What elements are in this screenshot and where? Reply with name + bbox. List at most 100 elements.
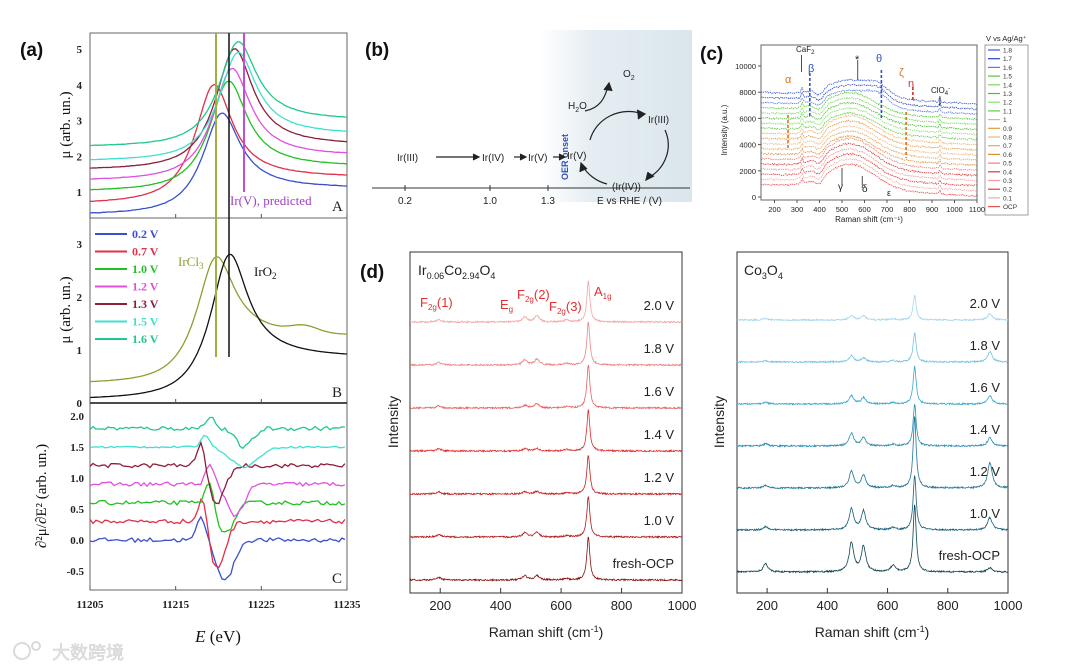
- raman-curve-0.3: [761, 147, 977, 182]
- potential-label: 2.0 V: [644, 298, 675, 313]
- subplot-a-frame: [89, 32, 348, 219]
- potential-label: 1.0 V: [970, 506, 1001, 521]
- xanes-curve-1.3V: [90, 48, 347, 169]
- y-tick-label-C: 1.0: [70, 473, 84, 485]
- y-tick-label-C: 1.5: [70, 442, 84, 454]
- subplot-d-left-frame: [409, 251, 683, 594]
- subplot-tag-C: C: [332, 571, 342, 587]
- y-tick-label-c: 6000: [739, 114, 756, 123]
- legend-entry: 1.2 V: [132, 280, 159, 294]
- legend-entry: 1.8: [1003, 48, 1012, 55]
- mode-eg: Eg: [500, 297, 513, 314]
- raman-spectrum-1.2V: [736, 416, 1009, 490]
- raman-curve-1.3: [761, 101, 977, 131]
- legend-title-c: V vs Ag/Ag⁺: [986, 34, 1027, 43]
- raman-curve-1.2: [761, 106, 977, 136]
- species-ir-v-2: Ir(V): [567, 151, 586, 162]
- y-tick-label-B: 1: [77, 345, 83, 357]
- x-tick-label-a: 11205: [77, 599, 104, 611]
- x-tick-label-d: 200: [429, 598, 451, 613]
- annotation-theta: θ: [876, 53, 882, 65]
- legend-entry: 1.7: [1003, 56, 1012, 63]
- raman-curve-1.8: [761, 78, 977, 106]
- ircl3-label: IrCl3: [178, 254, 204, 271]
- y-axis-label-c: Intensity (a.u.): [720, 104, 729, 155]
- x-tick-label-a: 11235: [334, 599, 361, 611]
- annotation-eta: η: [908, 78, 914, 90]
- legend-entry: 0.2 V: [132, 227, 159, 241]
- y-tick-label-c: 8000: [739, 88, 756, 97]
- sample-title-ir-co3o4: Ir0.06Co2.94O4: [418, 262, 495, 281]
- potential-label: 1.6 V: [970, 380, 1001, 395]
- raman-spectrum-2.0V: [736, 294, 1009, 322]
- y-tick-label-c: 10000: [735, 62, 756, 71]
- legend-entry: 0.1: [1003, 195, 1012, 202]
- raman-spectrum-1.2V: [409, 455, 683, 496]
- subplot-c-frame: [89, 402, 348, 591]
- panel-label-c: (c): [700, 44, 723, 65]
- mode-f2g-3: F2g(3): [549, 299, 582, 316]
- x-tick-label-c: 1100: [969, 205, 985, 214]
- raman-curve-1.7: [761, 83, 977, 111]
- annotation-alpha: α: [785, 74, 792, 86]
- raman-curve-OCP: [761, 163, 977, 198]
- legend-entry: 1.3 V: [132, 297, 159, 311]
- raman-curve-1.1: [761, 111, 977, 141]
- watermark-text: 大数跨境: [52, 643, 124, 663]
- raman-curve-0.2: [761, 152, 977, 187]
- sample-title-co3o4: Co3O4: [744, 262, 783, 281]
- y-tick-label-C: 0.5: [70, 504, 84, 516]
- annotation-delta: δ: [862, 184, 868, 195]
- raman-mode-labels: F2g(1) Eg F2g(2) F2g(3) A1g: [420, 284, 612, 316]
- y-tick-label-C: 2.0: [70, 411, 84, 423]
- legend-entry: 0.4: [1003, 169, 1012, 176]
- y-tick-label-B: 0: [77, 398, 83, 410]
- potential-label: 1.4 V: [644, 427, 675, 442]
- x-tick-label-d: 600: [877, 598, 899, 613]
- annotation-gamma: γ: [838, 182, 843, 193]
- legend-entry: 1.6: [1003, 65, 1012, 72]
- mode-f2g-1: F2g(1): [420, 295, 453, 312]
- y-tick-label-c: 0: [752, 193, 756, 202]
- reaction-arrows: [436, 81, 669, 185]
- potential-label: 1.0 V: [644, 513, 675, 528]
- raman-curve-0.9: [761, 119, 977, 151]
- species-ir-iii-cycle: Ir(III): [648, 115, 669, 126]
- x-axis-label-a: E (eV): [194, 627, 241, 646]
- legend-entry: 0.5: [1003, 161, 1012, 168]
- raman-curve-1.4: [761, 96, 977, 126]
- legend-entry: 1.5: [1003, 74, 1012, 81]
- second-derivative-curve-1.2V: [90, 463, 346, 518]
- raman-spectrum-fresh-OCP: [736, 504, 1009, 574]
- raman-curve-0.8: [761, 125, 977, 157]
- legend-entry: 0.9: [1003, 126, 1012, 133]
- species-ir-iv-cycle: (Ir(IV)): [612, 182, 641, 193]
- legend-entry: OCP: [1003, 204, 1017, 211]
- subplot-tag-B: B: [332, 385, 342, 401]
- annotation-zeta: ζ: [899, 67, 904, 79]
- y-tick-label-A: 3: [77, 116, 83, 128]
- x-tick-label-c: 200: [768, 205, 781, 214]
- panel-label-b: (b): [365, 40, 389, 61]
- panel-b: (b) 0.2 1.0 1.3 E vs RHE / (V) OER onset…: [365, 30, 692, 207]
- panel-label-a: (a): [20, 40, 43, 61]
- panel-c: (c) 200 300 400 500 600 700 800 900 1000 1100 0 200…: [700, 34, 1029, 224]
- potential-label: 1.4 V: [970, 422, 1001, 437]
- y-tick-label-c: 2000: [739, 167, 756, 176]
- second-derivative-curve-0.7V: [90, 497, 346, 569]
- potential-label: fresh-OCP: [613, 556, 674, 571]
- watermark-logo: 大数跨境: [13, 641, 124, 663]
- x-tick-label-d: 1000: [994, 598, 1023, 613]
- x-tick-label-a: 11225: [248, 599, 275, 611]
- legend-a: 0.2 V 0.7 V 1.0 V 1.2 V 1.3 V 1.5 V 1.6 V: [95, 227, 159, 346]
- potential-label: 1.8 V: [970, 338, 1001, 353]
- legend-entry: 1.3: [1003, 91, 1012, 98]
- y-tick-label-B: 3: [77, 239, 83, 251]
- y-axis-label-A: μ (arb. un.): [58, 91, 74, 158]
- potential-label: 1.2 V: [644, 470, 675, 485]
- raman-spectrum-1.0V: [409, 495, 683, 539]
- raman-spectrum-1.8V: [410, 321, 683, 367]
- x-tick-label-d: 400: [490, 598, 512, 613]
